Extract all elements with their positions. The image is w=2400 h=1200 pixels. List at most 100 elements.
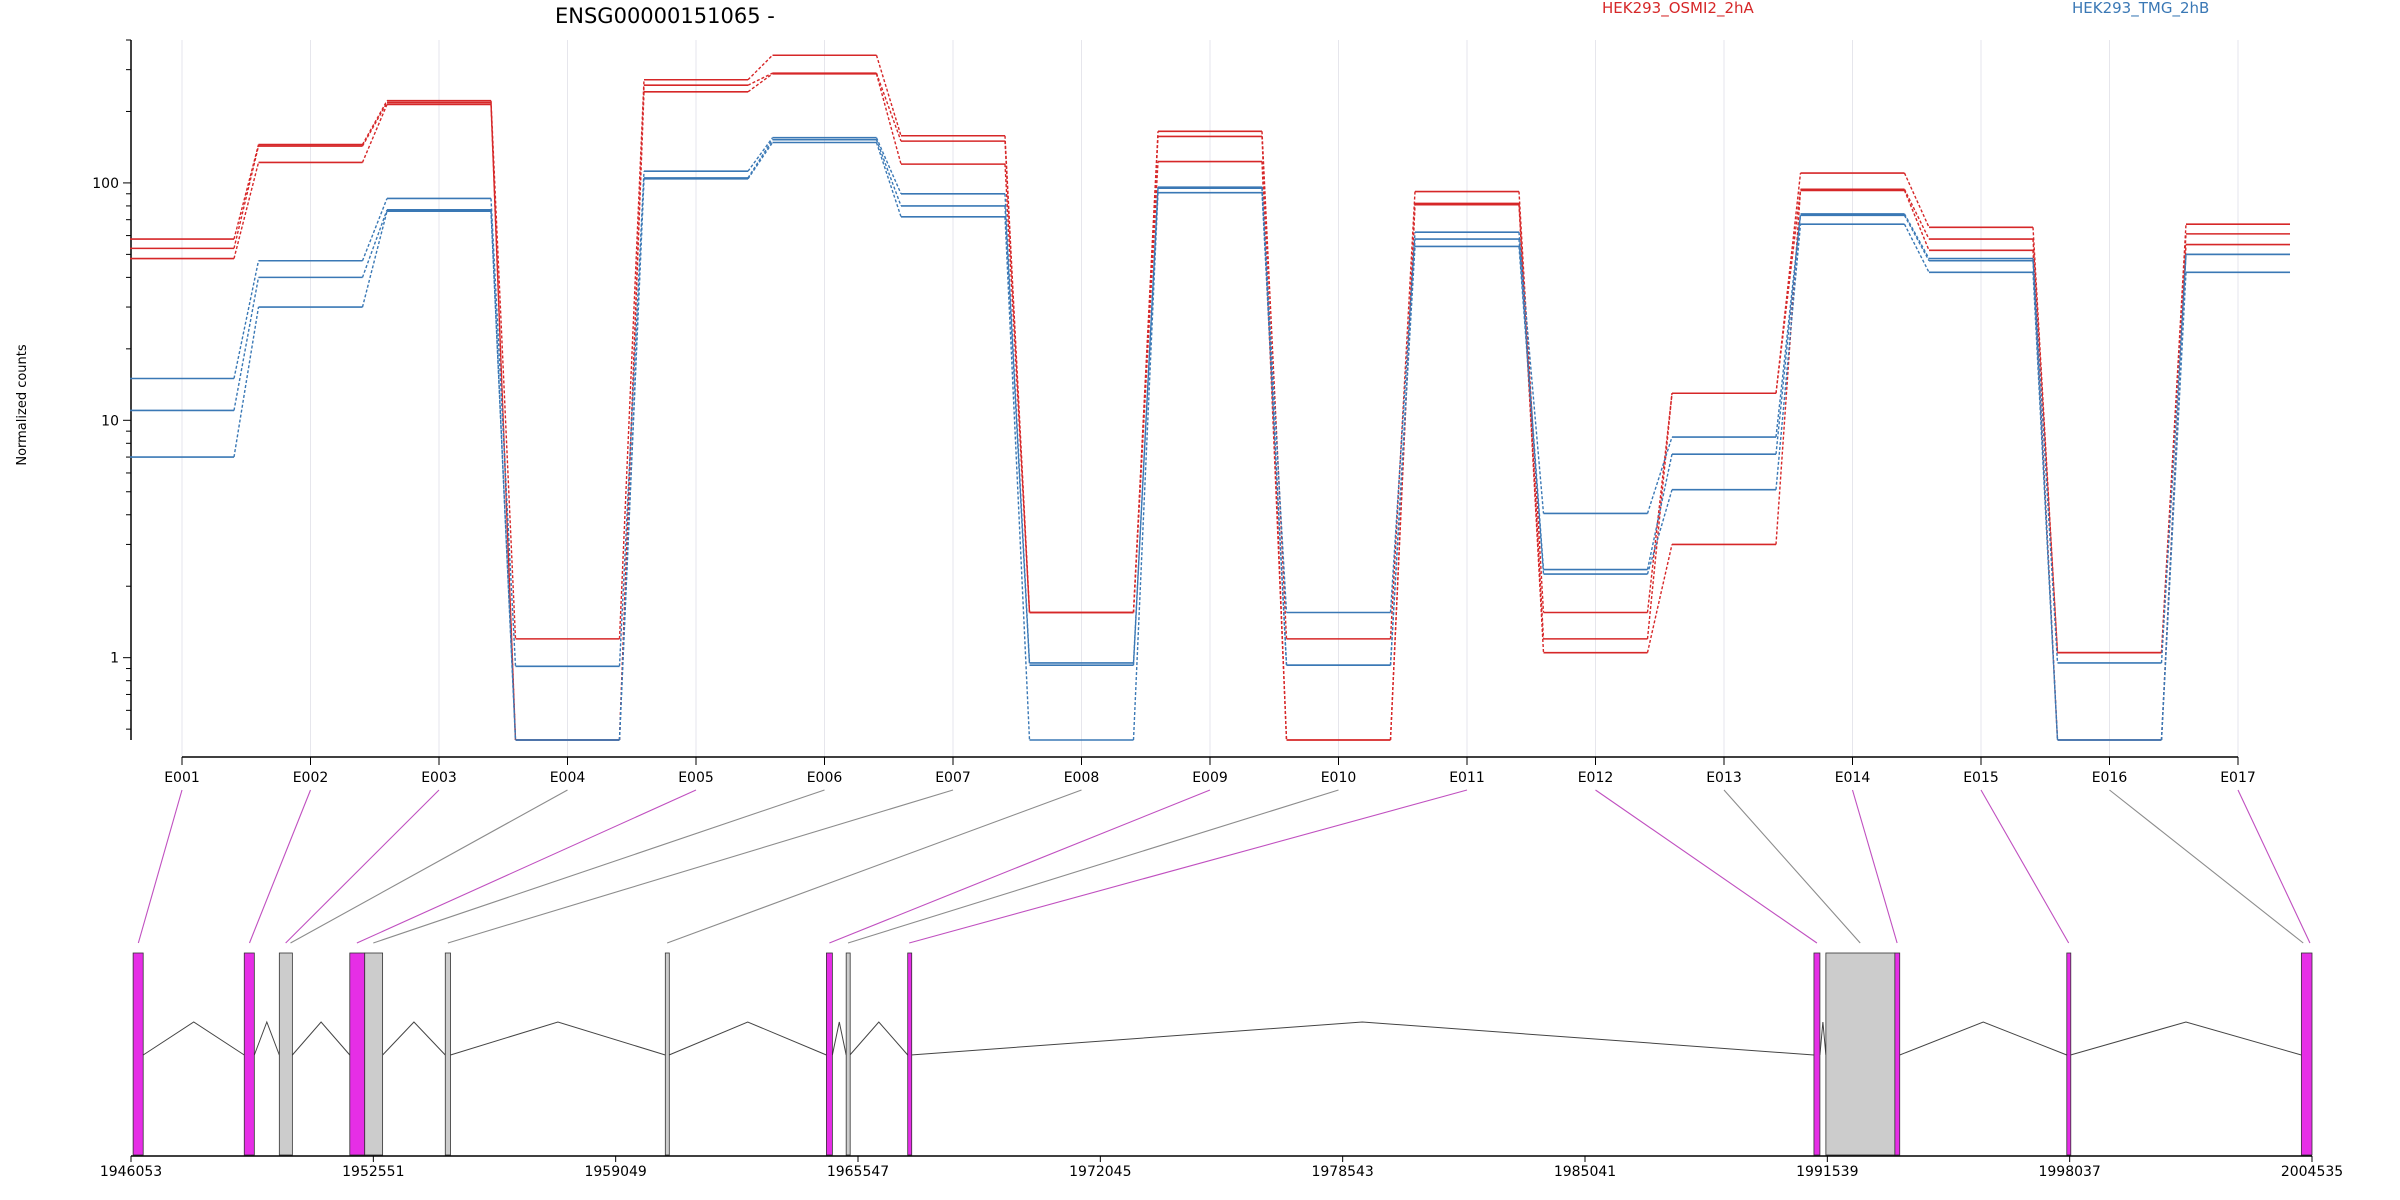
- x-axis: E001 E002 E003 E004 E005 E006 E007 E008 E009 E010…: [164, 756, 2256, 786]
- coord-tick-label: 1991539: [1796, 1164, 1858, 1180]
- series-connector: [618, 91, 645, 741]
- grid-lines: [181, 40, 2239, 757]
- coord-tick-label: 1972045: [1069, 1164, 1131, 1180]
- x-tick-label-e009: E009: [1192, 770, 1228, 786]
- series-connector: [1775, 189, 1802, 394]
- connector-e013: [1723, 789, 1861, 944]
- series-connector: [233, 162, 260, 259]
- series-connector: [490, 198, 517, 667]
- coord-tick-label: 1946053: [100, 1164, 162, 1180]
- series-connector: [1518, 204, 1545, 653]
- x-tick-label-e001: E001: [164, 770, 200, 786]
- series-connector: [1004, 205, 1031, 666]
- connector-e017: [2237, 789, 2311, 944]
- connector-e004: [290, 789, 568, 944]
- x-tick-label-e012: E012: [1578, 770, 1614, 786]
- x-tick-label-e005: E005: [678, 770, 714, 786]
- x-tick-label-e013: E013: [1706, 770, 1742, 786]
- series-connector: [361, 198, 388, 262]
- series-connector: [747, 72, 773, 86]
- x-tick-label-e008: E008: [1064, 770, 1100, 786]
- series-connector: [875, 139, 902, 207]
- intron: [831, 1021, 847, 1056]
- series-connector: [1004, 216, 1031, 741]
- gene-model: [132, 952, 2313, 1156]
- intron: [142, 1021, 245, 1056]
- series-connector: [1775, 213, 1802, 438]
- series-connector: [1903, 215, 1930, 262]
- series-connector: [747, 139, 774, 179]
- connector-e003: [285, 789, 440, 944]
- intron: [382, 1021, 446, 1056]
- series-connector: [1518, 232, 1545, 514]
- connector-e011: [909, 789, 1468, 944]
- series-connector: [1132, 187, 1159, 664]
- legend-label-osmi2: HEK293_OSMI2_2hA: [1602, 0, 1755, 18]
- x-tick-label-e003: E003: [421, 770, 457, 786]
- series-connector: [747, 73, 773, 93]
- series-connector: [2032, 227, 2059, 653]
- exon-e009: [845, 952, 851, 1156]
- exon-e002: [243, 952, 255, 1156]
- connector-e012: [1595, 789, 1818, 944]
- exon-e011: [1813, 952, 1821, 1156]
- series-connector: [490, 104, 517, 741]
- connector-e016: [2109, 789, 2304, 944]
- series-connector: [1646, 393, 1673, 613]
- series-connector: [233, 145, 260, 249]
- connector-e015: [1980, 789, 2070, 944]
- x-tick-label-e017: E017: [2220, 770, 2256, 786]
- legend-label-tmg: HEK293_TMG_2hB: [2072, 0, 2209, 18]
- series-connector: [1261, 131, 1288, 639]
- connector-e014: [1851, 789, 1898, 944]
- series-connector: [1132, 161, 1159, 613]
- series-connector: [1646, 436, 1673, 514]
- series-connector: [490, 209, 517, 741]
- connector-e001: [137, 789, 183, 944]
- coord-tick-label: 1998037: [2038, 1164, 2100, 1180]
- series-connector: [361, 100, 388, 145]
- series-connector: [747, 137, 774, 172]
- series-connector: [1261, 192, 1288, 666]
- intron: [1899, 1021, 2067, 1056]
- series-connector: [1389, 232, 1416, 613]
- series-connector: [2032, 258, 2059, 664]
- series-connector: [2160, 272, 2187, 741]
- series-connector: [875, 73, 902, 165]
- x-tick-label-e011: E011: [1449, 770, 1485, 786]
- y-axis-label: Normalized counts: [15, 344, 30, 466]
- coord-tick-label: 1978543: [1311, 1164, 1373, 1180]
- x-tick-label-e006: E006: [807, 770, 843, 786]
- coord-tick-label: 1965547: [827, 1164, 889, 1180]
- genomic-coordinate-axis: 1946053 1952551 1959049 1965547 1972045 19785…: [100, 1155, 2343, 1180]
- exon-e012: [1825, 952, 1896, 1156]
- series-connector: [1903, 223, 1930, 273]
- series-connector: [2032, 272, 2059, 741]
- intron: [668, 1021, 827, 1056]
- series-connector: [233, 260, 260, 379]
- y-tick-label: 1: [110, 651, 119, 667]
- connector-e005: [356, 789, 697, 944]
- series-connector: [618, 171, 645, 667]
- x-tick-label-e014: E014: [1835, 770, 1871, 786]
- series-connector: [361, 102, 388, 147]
- coord-tick-label: 1985041: [1554, 1164, 1616, 1180]
- series-connector: [233, 277, 260, 411]
- series-connector: [1389, 204, 1416, 741]
- x-tick-label-e015: E015: [1963, 770, 1999, 786]
- series-connector: [361, 209, 388, 278]
- intron: [450, 1021, 666, 1056]
- connector-e006: [373, 789, 825, 944]
- series-tmg-replicate-1: [130, 136, 2290, 668]
- series-connector: [618, 79, 645, 639]
- series-connector: [1646, 544, 1673, 653]
- exon-e013: [1894, 952, 1901, 1156]
- intron: [253, 1020, 280, 1056]
- intron: [291, 1021, 351, 1056]
- exon-e008: [826, 952, 833, 1156]
- series-connector: [747, 142, 774, 180]
- intron: [910, 1021, 1814, 1056]
- exon-connectors: [137, 789, 2311, 944]
- connector-e010: [847, 789, 1339, 944]
